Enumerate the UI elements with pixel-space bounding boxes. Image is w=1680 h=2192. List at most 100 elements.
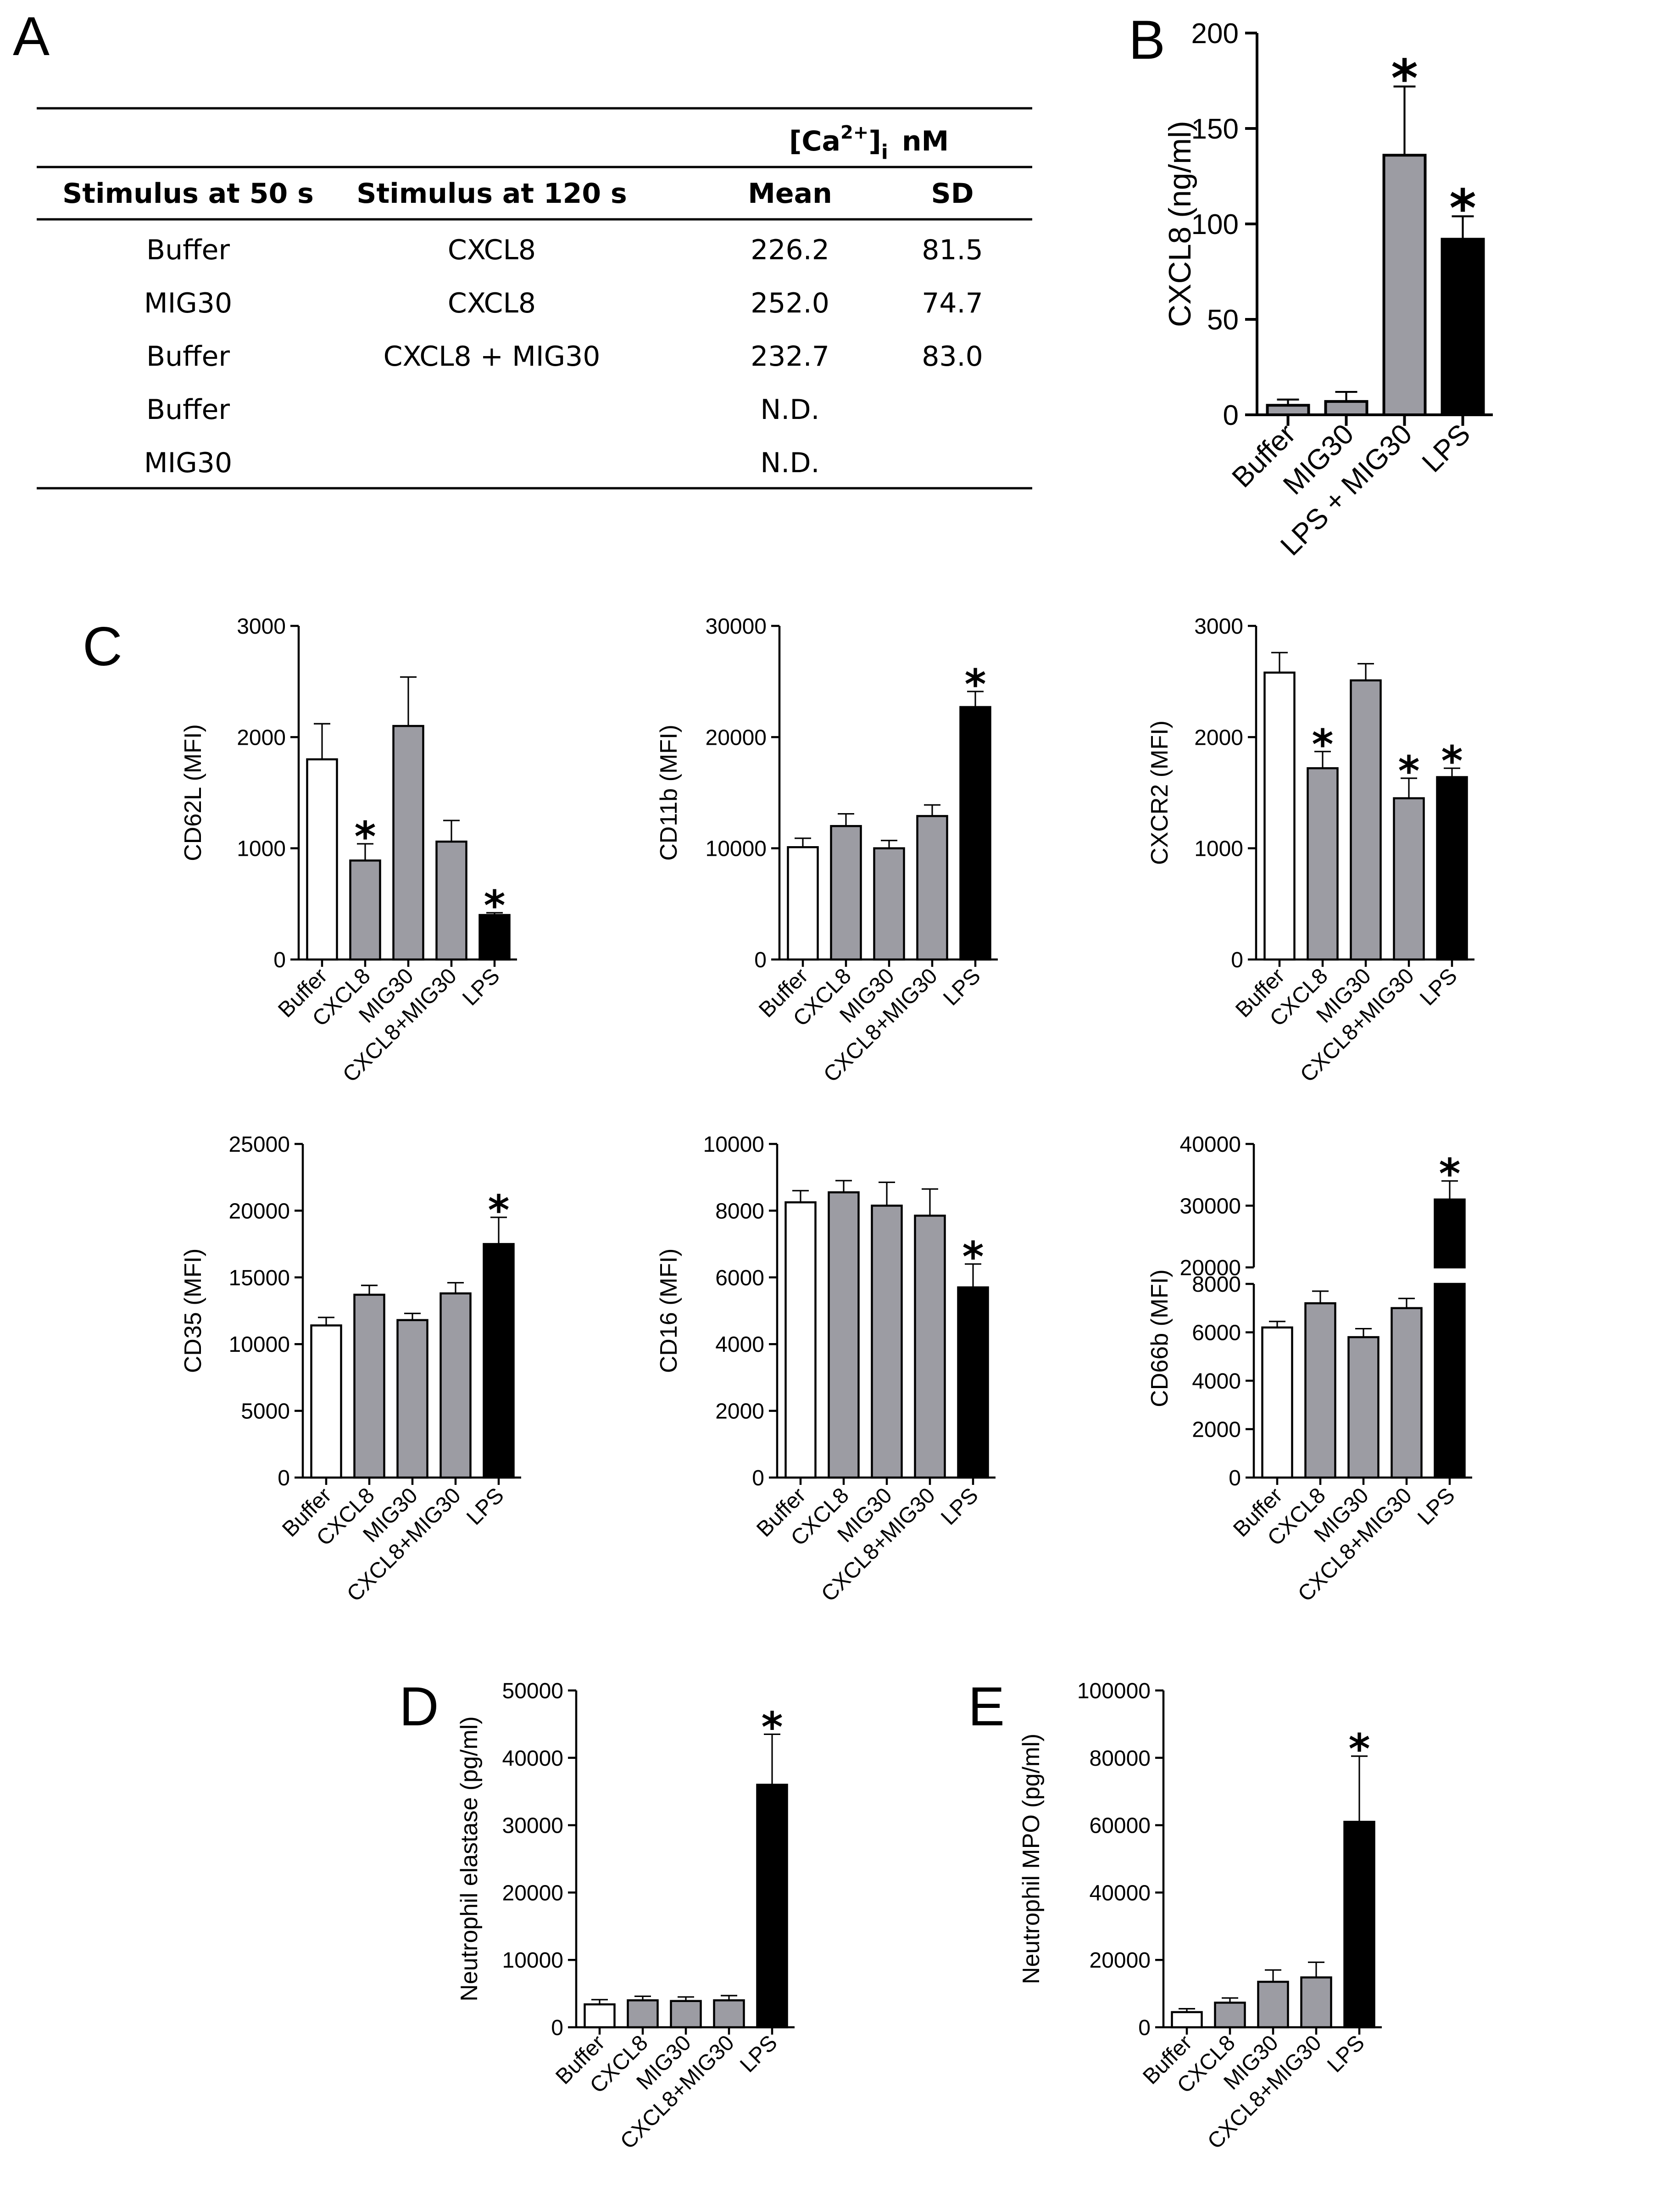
significance-star: * bbox=[484, 882, 505, 930]
bar-cxcl8 bbox=[1304, 1302, 1336, 1479]
y-axis-label: CD62L (MFI) bbox=[180, 724, 206, 861]
y-tick-label: 30000 bbox=[706, 614, 767, 639]
x-tick-label: LPS bbox=[1323, 2030, 1369, 2077]
y-tick-label: 2000 bbox=[715, 1400, 764, 1424]
bar-mig30 bbox=[1324, 400, 1368, 417]
table-col-stimulus-120: Stimulus at 120 s bbox=[356, 178, 627, 210]
y-tick-label: 40000 bbox=[502, 1746, 563, 1771]
x-tick-label: LPS bbox=[939, 964, 985, 1010]
table-cell-r3-c0: Buffer bbox=[146, 394, 230, 426]
x-tick-label: LPS bbox=[458, 964, 505, 1010]
y-tick-label: 8000 bbox=[715, 1199, 764, 1223]
y-tick-label: 40000 bbox=[1090, 1881, 1151, 1905]
bar-cxcl8-mig30 bbox=[914, 1215, 946, 1479]
table-cell-r2-c0: Buffer bbox=[146, 340, 230, 373]
x-tick-label: LPS bbox=[1413, 1483, 1460, 1530]
y-tick-label: 50 bbox=[1207, 304, 1239, 336]
y-tick-label: 0 bbox=[278, 1466, 290, 1490]
y-axis-label: Neutrophil MPO (pg/ml) bbox=[1018, 1734, 1045, 1984]
y-tick-label: 30000 bbox=[502, 1814, 563, 1838]
bar-cxcl8-mig30 bbox=[713, 1999, 745, 2029]
bar-buffer bbox=[1266, 404, 1310, 417]
y-tick-label: 20000 bbox=[1090, 1948, 1151, 1973]
bar-cxcl8-mig30 bbox=[1393, 797, 1425, 961]
significance-star: * bbox=[1439, 1150, 1460, 1198]
y-tick-label: 15000 bbox=[229, 1266, 290, 1290]
panel-label-b: B bbox=[1129, 9, 1165, 71]
y-tick-label: 0 bbox=[754, 948, 767, 972]
y-tick-label: 2000 bbox=[1194, 725, 1243, 750]
y-tick-label: 10000 bbox=[229, 1333, 290, 1357]
y-tick-label: 10000 bbox=[703, 1132, 764, 1157]
y-axis-label: CXCL8 (ng/ml) bbox=[1163, 121, 1197, 327]
bar-mig30 bbox=[1257, 1980, 1289, 2029]
bar-lps bbox=[1436, 776, 1468, 961]
bar-lps-upper bbox=[1434, 1198, 1466, 1269]
bar-buffer bbox=[310, 1324, 342, 1479]
bar-mig30 bbox=[396, 1319, 428, 1479]
significance-star: * bbox=[964, 660, 986, 708]
bar-lps bbox=[756, 1784, 788, 2029]
y-tick-label: 2000 bbox=[237, 725, 286, 750]
table-cell-r0-c0: Buffer bbox=[146, 234, 230, 266]
table-body: Buffer CXCL8 226.2 81.5 MIG30 CXCL8 252.0 74.7 B… bbox=[144, 234, 983, 479]
bar-cxcl8 bbox=[353, 1294, 385, 1479]
bar-lps bbox=[957, 1286, 989, 1479]
y-tick-label: 0 bbox=[752, 1466, 764, 1490]
bar-mig30 bbox=[1350, 679, 1382, 961]
y-tick-label: 3000 bbox=[237, 614, 286, 639]
y-tick-label: 0 bbox=[273, 948, 286, 972]
y-tick-label: 4000 bbox=[1192, 1369, 1241, 1394]
y-tick-label: 6000 bbox=[1192, 1321, 1241, 1345]
table-cell-r2-c3: 83.0 bbox=[922, 340, 983, 373]
table-cell-r1-c0: MIG30 bbox=[144, 287, 232, 319]
bar-cxcl8 bbox=[830, 825, 862, 961]
bar-lps-mig30 bbox=[1382, 154, 1427, 416]
bar-mig30 bbox=[873, 847, 905, 961]
table-cell-r1-c3: 74.7 bbox=[922, 287, 983, 319]
bar-lps bbox=[1343, 1821, 1375, 2029]
y-tick-label: 5000 bbox=[241, 1400, 290, 1424]
table-unit-header: [Ca2+]i nM bbox=[789, 122, 949, 164]
table-cell-r2-c1: CXCL8 + MIG30 bbox=[384, 340, 601, 373]
y-axis-label: CD35 (MFI) bbox=[180, 1249, 206, 1373]
bar-lps bbox=[1441, 238, 1485, 417]
chart-e: 0 20000 40000 60000 80000 100000 Neutrophil MP… bbox=[1018, 1679, 1382, 2154]
bar-cxcl8 bbox=[349, 859, 381, 961]
table-cell-r0-c3: 81.5 bbox=[922, 234, 983, 266]
y-axis-label: CD16 (MFI) bbox=[656, 1249, 682, 1373]
table-cell-r0-c2: 226.2 bbox=[751, 234, 829, 266]
x-tick-label: LPS bbox=[735, 2030, 782, 2077]
y-tick-label: 30000 bbox=[1180, 1194, 1241, 1219]
y-tick-label: 6000 bbox=[715, 1266, 764, 1290]
y-axis-label: CD11b (MFI) bbox=[656, 725, 682, 861]
bar-buffer bbox=[1261, 1326, 1293, 1479]
unit-superscript: 2+ bbox=[840, 122, 868, 143]
y-tick-label: 25000 bbox=[229, 1132, 290, 1157]
y-tick-label: 10000 bbox=[502, 1948, 563, 1973]
x-tick-label: LPS bbox=[1415, 964, 1462, 1010]
unit-bracket-open: [Ca bbox=[789, 125, 840, 157]
table-cell-r2-c2: 232.7 bbox=[751, 340, 829, 373]
bar-buffer bbox=[1263, 671, 1296, 961]
significance-star: * bbox=[1398, 747, 1419, 795]
bar-buffer bbox=[584, 2003, 616, 2029]
bar-cxcl8-mig30 bbox=[435, 840, 467, 961]
x-tick-label: LPS bbox=[462, 1483, 509, 1530]
y-tick-label: 0 bbox=[1231, 948, 1243, 972]
bar-cxcl8-mig30 bbox=[1300, 1976, 1332, 2029]
y-tick-label: 20000 bbox=[502, 1881, 563, 1905]
bar-mig30 bbox=[392, 725, 424, 961]
bar-buffer bbox=[306, 758, 338, 961]
y-tick-label: 20000 bbox=[1180, 1256, 1241, 1280]
bar-mig30 bbox=[871, 1205, 903, 1479]
table-cell-r0-c1: CXCL8 bbox=[448, 234, 536, 266]
y-tick-label: 3000 bbox=[1194, 614, 1243, 639]
bar-cxcl8-mig30 bbox=[439, 1292, 472, 1479]
